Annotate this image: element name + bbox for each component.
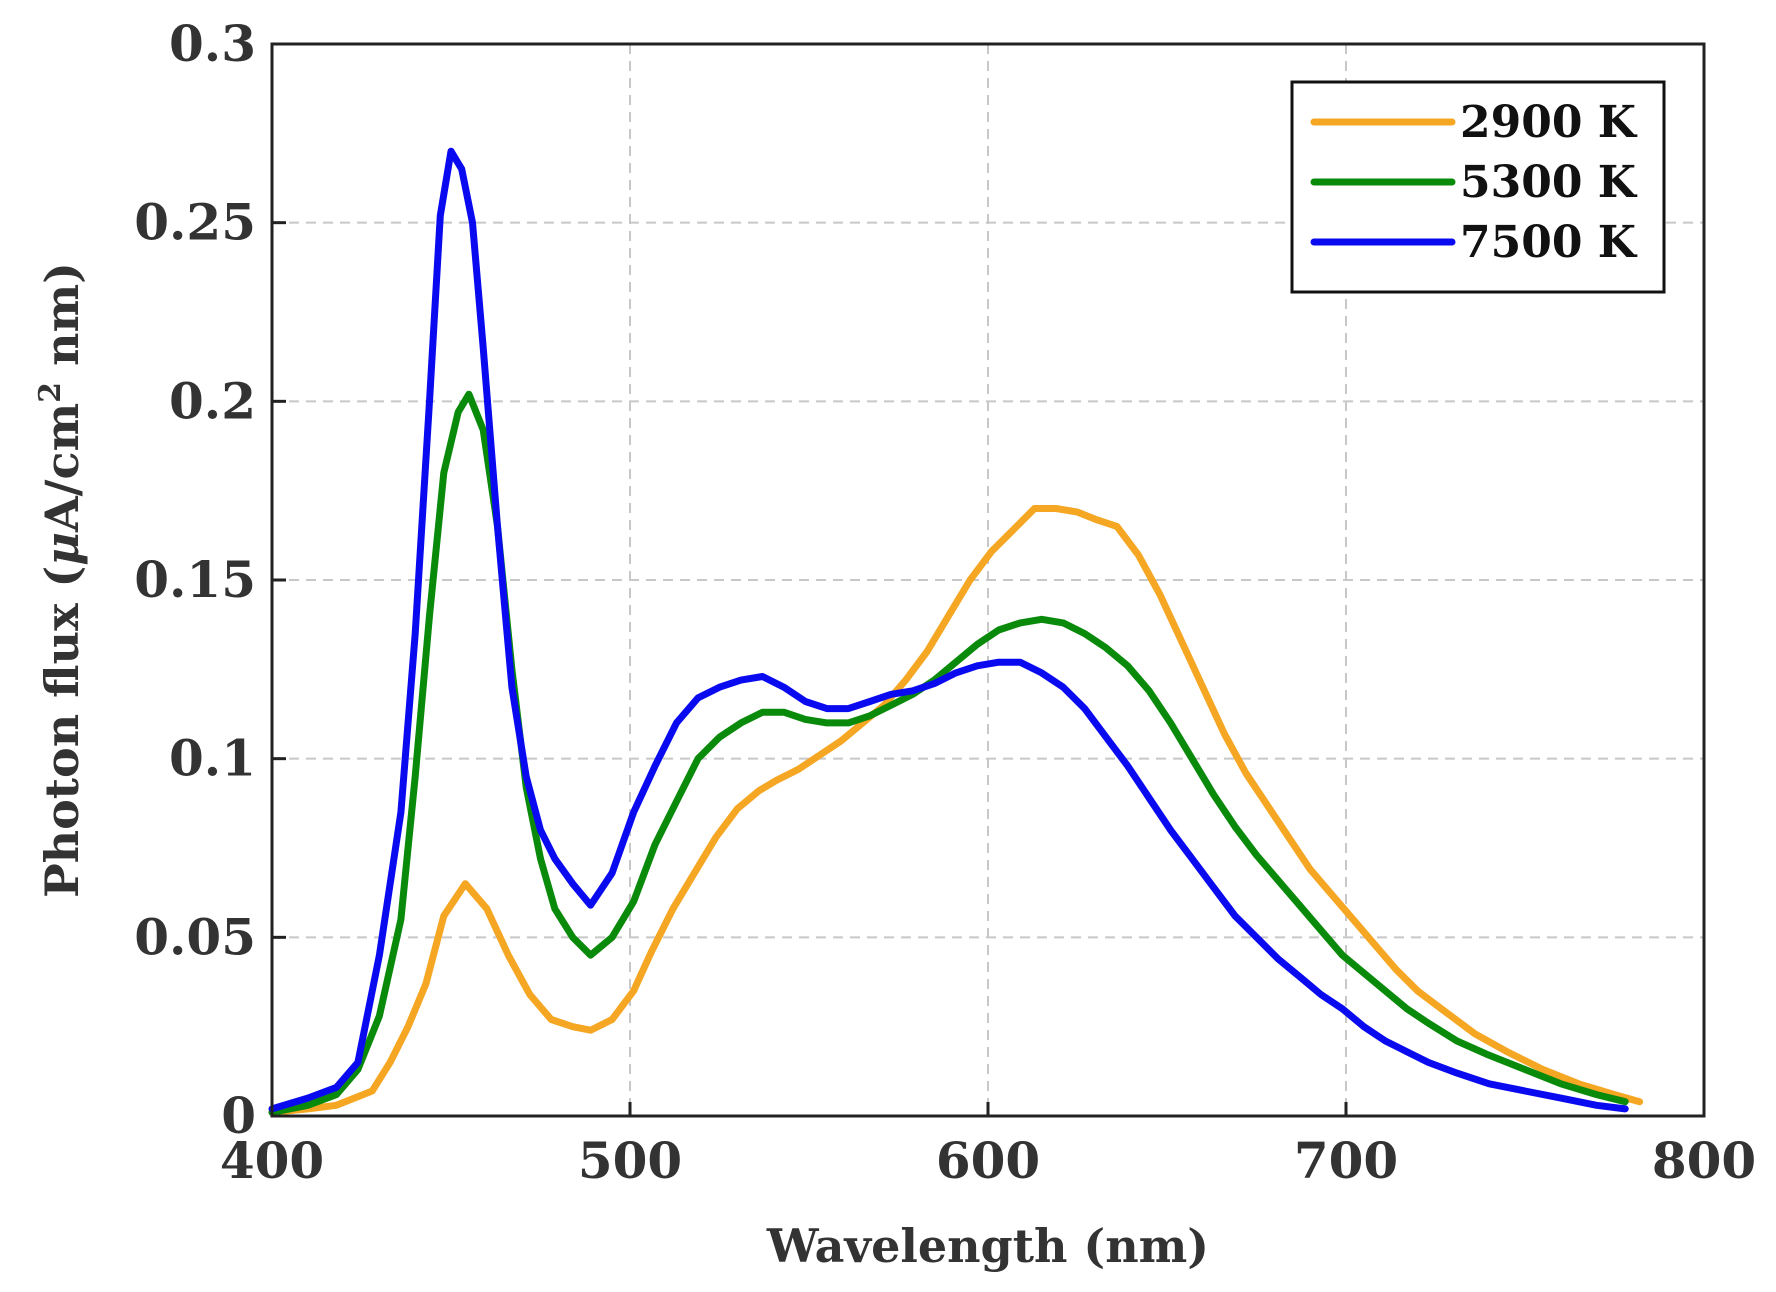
legend-entry-label: 5300 K bbox=[1460, 157, 1638, 208]
y-tick-label: 0.25 bbox=[134, 193, 256, 252]
series-line-5300-k bbox=[268, 390, 1629, 1116]
x-tick-label: 400 bbox=[220, 1131, 324, 1190]
x-tick-label: 500 bbox=[578, 1131, 682, 1190]
legend-entry-label: 7500 K bbox=[1460, 217, 1638, 268]
y-tick-label: 0.05 bbox=[134, 907, 256, 966]
legend-box bbox=[1290, 80, 1666, 294]
y-axis-label-unit: A/cm bbox=[35, 403, 89, 533]
series-lines bbox=[268, 147, 1644, 1116]
y-tick-label: 0.15 bbox=[134, 550, 256, 609]
y-tick-label: 0 bbox=[221, 1086, 256, 1145]
y-axis-label-suffix: nm) bbox=[35, 262, 89, 382]
x-tick-label: 600 bbox=[936, 1131, 1040, 1190]
series-line-2900-k bbox=[268, 505, 1644, 1116]
y-tick-label: 0.1 bbox=[169, 729, 256, 788]
y-axis-label-superscript: 2 bbox=[33, 382, 68, 403]
legend: 2900 K 5300 K 7500 K bbox=[1290, 80, 1666, 294]
legend-entry-label: 2900 K bbox=[1460, 97, 1638, 148]
series-line-7500-k bbox=[268, 147, 1629, 1113]
x-tick-label: 700 bbox=[1294, 1131, 1398, 1190]
y-axis-label: Photon flux (μA/cm2 nm) bbox=[33, 262, 89, 898]
x-axis-label: Wavelength (nm) bbox=[766, 1219, 1209, 1273]
x-tick-label: 800 bbox=[1652, 1131, 1756, 1190]
tick-labels: 400 500 600 700 800 0 0.05 0.1 0.15 0.2 0.25 0.3 bbox=[134, 14, 1756, 1190]
y-tick-label: 0.2 bbox=[169, 371, 256, 430]
y-axis-label-prefix: Photon flux ( bbox=[35, 566, 89, 898]
y-axis-label-mu: μ bbox=[35, 532, 89, 566]
y-tick-label: 0.3 bbox=[169, 14, 256, 73]
